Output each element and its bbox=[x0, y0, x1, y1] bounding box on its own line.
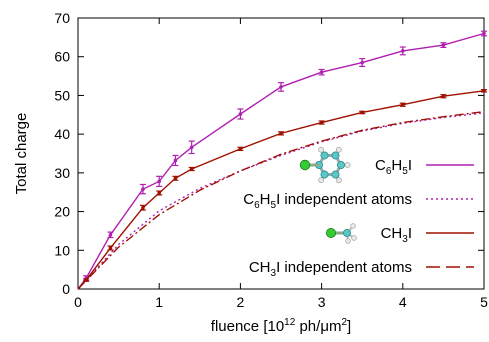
iodobenzene-molecule-icon bbox=[299, 146, 351, 184]
y-tick-label: 40 bbox=[54, 126, 70, 142]
legend-label-subscript: 3 bbox=[402, 234, 408, 245]
series-line bbox=[77, 112, 485, 290]
data-point bbox=[173, 176, 178, 181]
data-point bbox=[441, 94, 446, 99]
legend-label-text: H bbox=[260, 191, 271, 208]
legend-label-subscript: 5 bbox=[271, 200, 277, 211]
plot-frame bbox=[77, 17, 485, 290]
data-point bbox=[319, 120, 324, 125]
series-line bbox=[77, 32, 485, 290]
data-point bbox=[189, 167, 194, 171]
x-label-superscript: 2 bbox=[341, 317, 347, 328]
x-tick-label: 5 bbox=[480, 294, 488, 310]
series-0 bbox=[77, 30, 487, 290]
legend-label-text: I bbox=[408, 157, 412, 174]
series-line bbox=[77, 110, 485, 290]
x-tick-label: 4 bbox=[399, 294, 407, 310]
data-point bbox=[141, 205, 145, 210]
x-tick-label: 3 bbox=[318, 294, 326, 310]
y-tick-label: 60 bbox=[54, 49, 70, 65]
iodomethane-molecule-icon bbox=[325, 223, 357, 244]
y-tick-label: 20 bbox=[54, 204, 70, 220]
legend-label-subscript: 3 bbox=[271, 268, 277, 279]
data-point bbox=[173, 158, 178, 163]
series-1 bbox=[77, 112, 485, 290]
data-point bbox=[319, 70, 324, 74]
legend-label-text: CH bbox=[381, 225, 403, 242]
data-point bbox=[360, 60, 365, 65]
ticks bbox=[77, 17, 485, 290]
data-point bbox=[141, 187, 145, 191]
data-point bbox=[441, 43, 446, 47]
legend-label-text: I independent atoms bbox=[276, 259, 412, 276]
y-tick-label: 50 bbox=[54, 87, 70, 103]
y-tick-label: 0 bbox=[62, 281, 70, 297]
data-point bbox=[401, 102, 405, 107]
legend-label-text: C bbox=[243, 191, 254, 208]
data-point bbox=[401, 49, 405, 53]
y-tick-label: 10 bbox=[54, 242, 70, 258]
data-point bbox=[482, 31, 486, 36]
data-point bbox=[108, 246, 113, 250]
series-3 bbox=[77, 110, 485, 290]
data-point bbox=[108, 233, 113, 237]
data-point bbox=[482, 88, 486, 93]
legend-label-subscript: 6 bbox=[386, 166, 392, 177]
data-point bbox=[238, 147, 243, 151]
legend-label-text: CH bbox=[249, 259, 271, 276]
y-tick-label: 30 bbox=[54, 165, 70, 181]
legend-label-text: C bbox=[375, 157, 386, 174]
data-point bbox=[360, 110, 365, 115]
legend-label: C6H5I independent atoms bbox=[243, 191, 412, 211]
legend-label-text: H bbox=[391, 157, 402, 174]
data-point bbox=[238, 112, 243, 116]
x-label-text: ] bbox=[347, 318, 351, 335]
legend-label: CH3I bbox=[381, 225, 412, 245]
legend-label-subscript: 6 bbox=[254, 200, 260, 211]
legend-label: CH3I independent atoms bbox=[249, 259, 412, 279]
legend-label-text: I independent atoms bbox=[276, 191, 412, 208]
series-layer bbox=[77, 30, 487, 290]
x-label-text: fluence [10 bbox=[211, 318, 284, 335]
series-2 bbox=[77, 88, 487, 290]
plot-border bbox=[77, 17, 485, 290]
legend-label-text: I bbox=[408, 225, 412, 242]
series-line bbox=[77, 90, 485, 290]
x-tick-label: 1 bbox=[155, 294, 163, 310]
legend-label-subscript: 5 bbox=[402, 166, 408, 177]
x-label-superscript: 12 bbox=[284, 317, 296, 328]
y-tick-label: 70 bbox=[54, 10, 70, 26]
x-tick-label: 0 bbox=[74, 294, 82, 310]
data-point bbox=[157, 191, 161, 195]
data-point bbox=[279, 131, 283, 136]
data-point bbox=[157, 179, 161, 184]
data-point bbox=[189, 145, 194, 150]
legend-label: C6H5I bbox=[375, 157, 412, 177]
x-label-text: ph/μm bbox=[295, 318, 341, 335]
data-point bbox=[279, 85, 283, 89]
y-axis-label: Total charge bbox=[13, 113, 30, 195]
x-axis-label: fluence [1012 ph/μm2] bbox=[211, 317, 351, 335]
x-tick-label: 2 bbox=[237, 294, 245, 310]
